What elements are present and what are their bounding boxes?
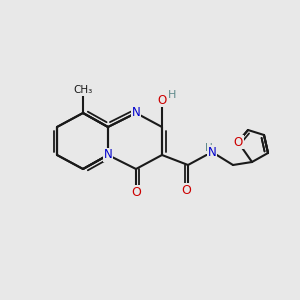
Text: O: O [131, 185, 141, 199]
Text: O: O [181, 184, 191, 196]
Text: O: O [233, 136, 243, 148]
Text: CH₃: CH₃ [74, 85, 93, 95]
Text: N: N [132, 106, 140, 119]
Text: H: H [168, 90, 176, 100]
Text: O: O [158, 94, 166, 106]
Text: N: N [208, 146, 216, 158]
Text: N: N [103, 148, 112, 161]
Text: H: H [205, 143, 213, 153]
